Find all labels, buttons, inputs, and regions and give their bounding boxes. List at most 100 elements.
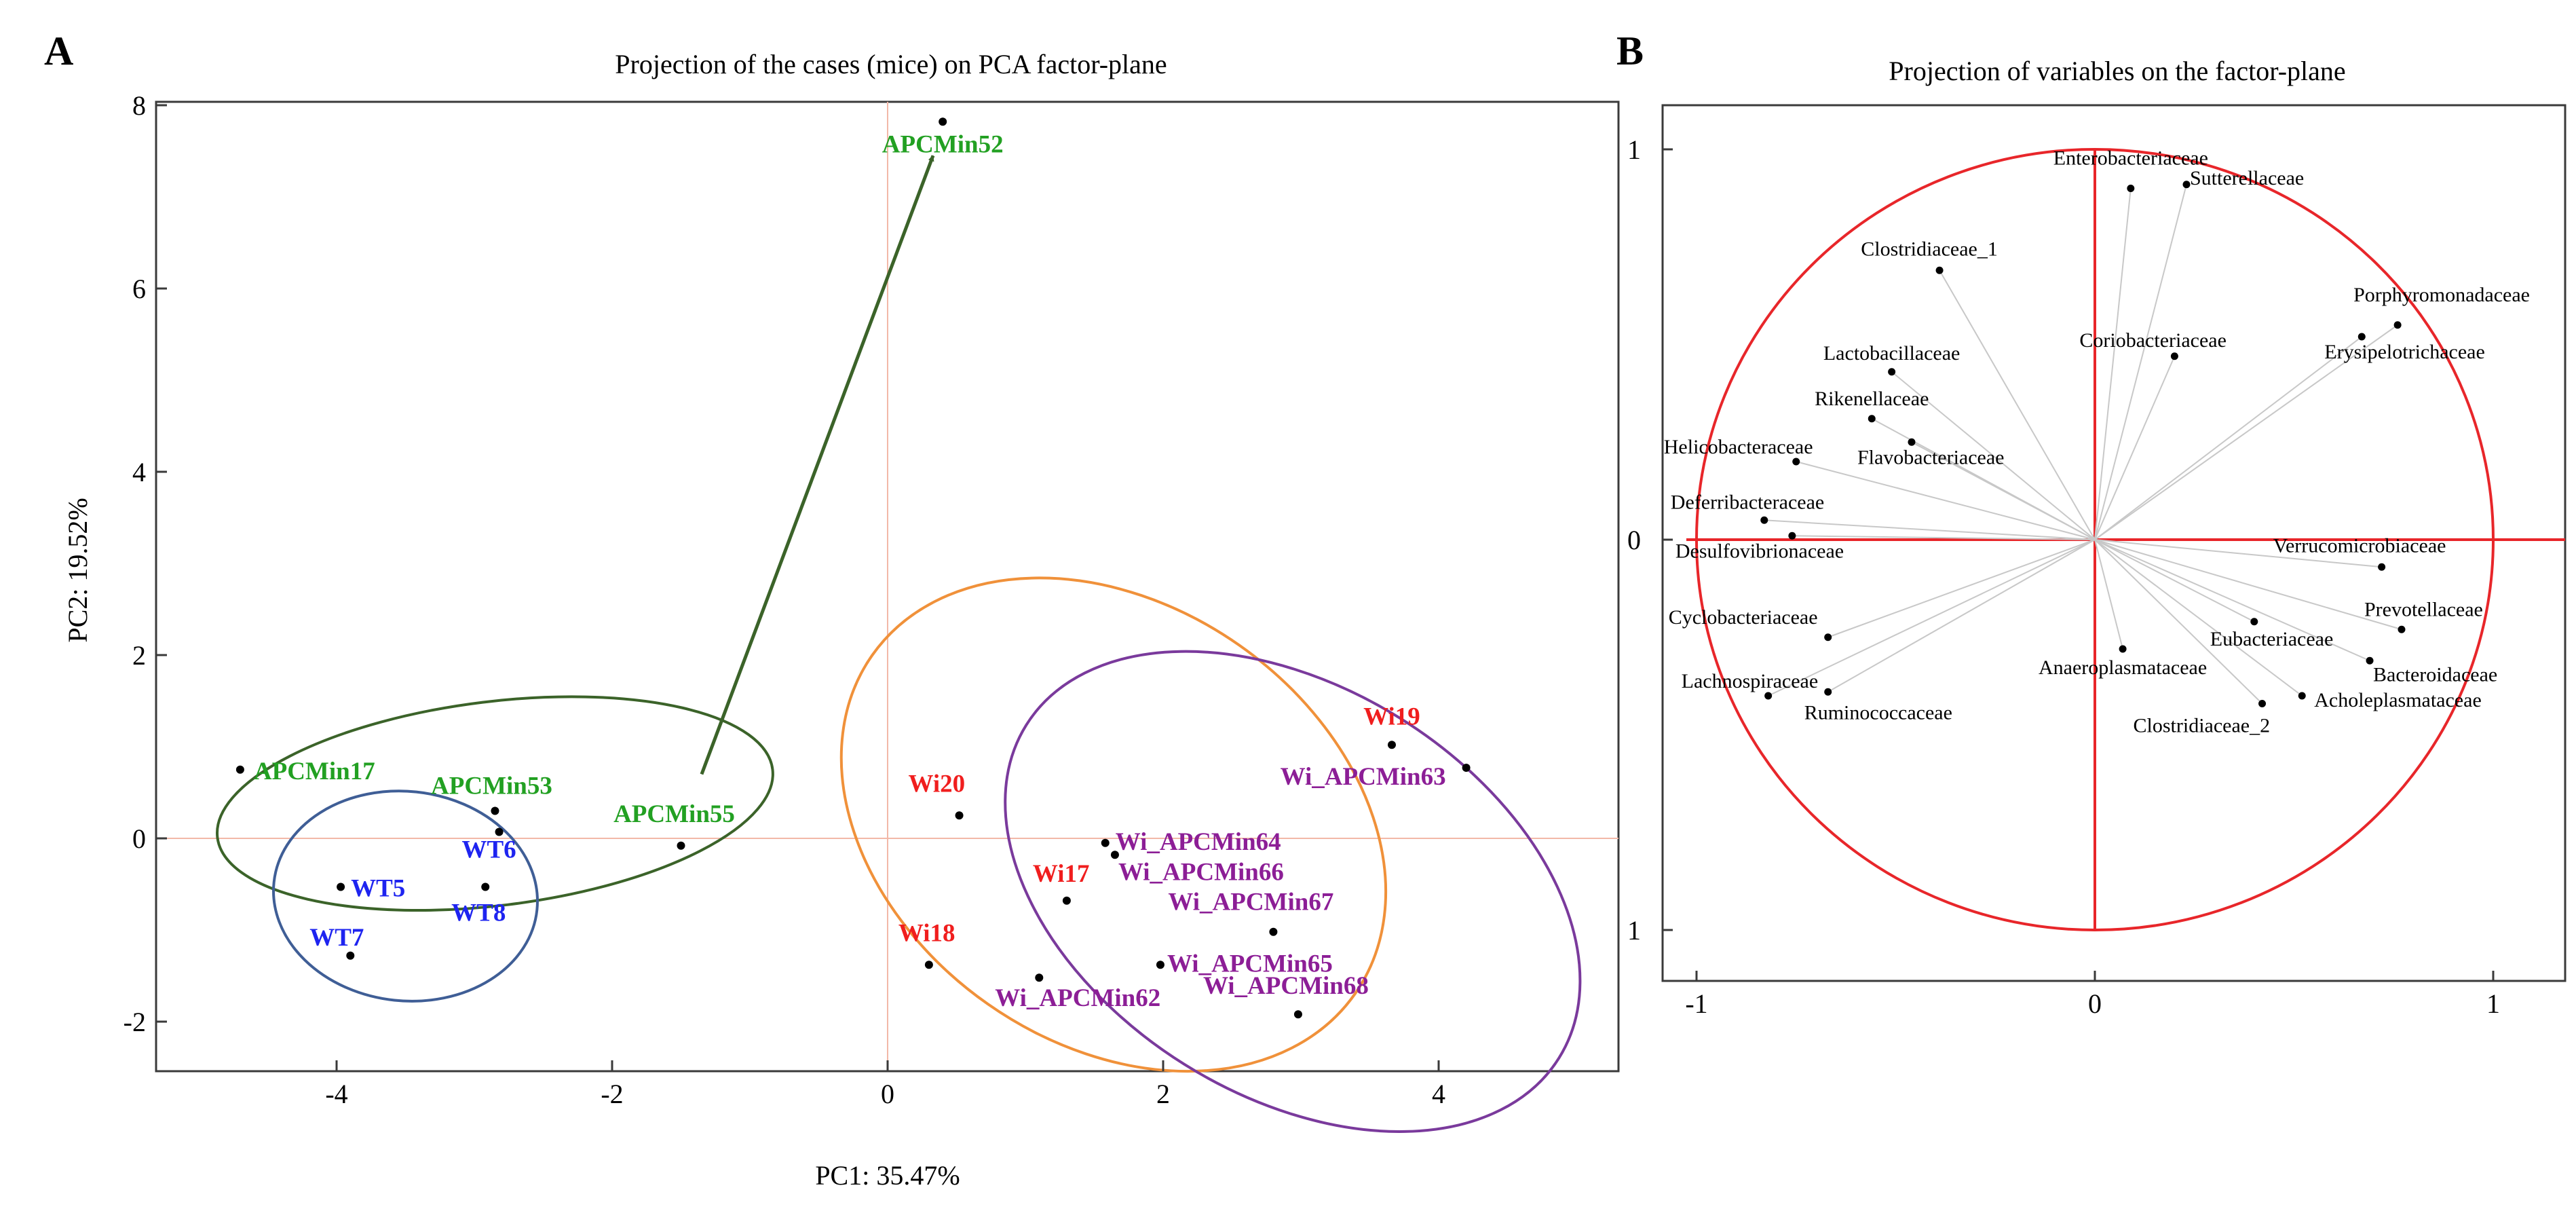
variable-label-lachnospiraceae: Lachnospiraceae xyxy=(1682,670,1819,692)
variable-label-clostridiaceae-1: Clostridiaceae_1 xyxy=(1861,238,1998,260)
panel-b-y-ticks: 1 0 1 xyxy=(1627,134,1673,946)
point-label-wt5: WT5 xyxy=(351,875,405,903)
point-label-wt6: WT6 xyxy=(461,836,516,864)
point-apcmin53 xyxy=(491,806,499,815)
panel-b-x-tick-label: 0 xyxy=(2088,988,2102,1019)
variable-point-clostridiaceae-1 xyxy=(1935,266,1944,274)
variable-label-verrucomicrobiaceae: Verrucomicrobiaceae xyxy=(2273,534,2446,557)
variable-label-ruminococcaceae: Ruminococcaceae xyxy=(1804,701,1952,724)
point-label-apcmin53: APCMin53 xyxy=(431,773,552,800)
point-wi20 xyxy=(955,811,964,820)
variable-point-erysipelotrichaceae xyxy=(2357,333,2366,341)
loading-line-sutterellaceae xyxy=(2094,184,2187,540)
point-label-wi-apcmin65: Wi_APCMin65 xyxy=(1167,950,1333,978)
panel-a-y-tick-label: 6 xyxy=(132,274,146,304)
point-label-wi17: Wi17 xyxy=(1033,860,1090,888)
variable-label-eubacteriaceae: Eubacteriaceae xyxy=(2210,628,2334,650)
loading-line-prevotellaceae xyxy=(2094,539,2402,631)
ellipse-wi xyxy=(839,576,1388,1073)
point-wi-apcmin66 xyxy=(1110,851,1119,859)
point-label-wi20: Wi20 xyxy=(909,770,966,798)
variable-point-sutterellaceae xyxy=(2182,181,2191,189)
point-wi-apcmin67 xyxy=(1269,927,1278,936)
loading-line-bacteroidaceae xyxy=(2094,539,2370,662)
point-apcmin52 xyxy=(939,117,947,126)
panel-a-ellipses xyxy=(216,576,1582,1133)
variable-label-prevotellaceae: Prevotellaceae xyxy=(2364,598,2483,620)
panel-a-y-tick-label: 8 xyxy=(132,90,146,121)
loading-line-flavobacteriaceae xyxy=(1911,441,2096,540)
loading-line-porphyromonadaceae xyxy=(2094,324,2398,540)
panel-a-title: Projection of the cases (mice) on PCA fa… xyxy=(615,49,1167,79)
variable-point-acholeplasmataceae xyxy=(2298,692,2306,700)
variable-point-prevotellaceae xyxy=(2398,625,2406,633)
point-label-wi-apcmin66: Wi_APCMin66 xyxy=(1118,858,1284,886)
loading-line-helicobacteraceae xyxy=(1796,461,2096,540)
panel-a-points: APCMin52 APCMin17 APCMin53 APCMin55 WT6 WT5 WT… xyxy=(235,117,1471,1019)
variable-point-coriobacteriaceae xyxy=(2170,352,2178,360)
loading-line-coriobacteriaceae xyxy=(2094,356,2176,540)
variable-label-anaeroplasmataceae: Anaeroplasmataceae xyxy=(2039,656,2207,679)
point-wt8 xyxy=(481,882,490,891)
variable-label-porphyromonadaceae: Porphyromonadaceae xyxy=(2353,284,2530,306)
panel-b-label: B xyxy=(1616,29,1644,73)
variable-label-clostridiaceae-2: Clostridiaceae_2 xyxy=(2134,715,2271,737)
loading-line-enterobacteriaceae xyxy=(2094,188,2132,540)
variable-label-lactobacillaceae: Lactobacillaceae xyxy=(1823,342,1961,365)
variable-point-lactobacillaceae xyxy=(1888,368,1896,376)
point-label-wi19: Wi19 xyxy=(1363,703,1420,730)
panel-a-y-tick-label: 4 xyxy=(132,457,146,487)
point-label-wi18: Wi18 xyxy=(898,919,955,947)
panel-b-x-ticks: -1 0 1 xyxy=(1685,971,2500,1019)
loading-line-eubacteriaceae xyxy=(2094,539,2255,622)
panel-a-x-tick-label: 2 xyxy=(1156,1079,1170,1109)
variable-point-rikenellaceae xyxy=(1868,415,1876,423)
panel-a-y-axis-label: PC2: 19.52% xyxy=(62,498,93,642)
variable-label-flavobacteriaceae: Flavobacteriaceae xyxy=(1857,446,2005,468)
variable-point-deferribacteraceae xyxy=(1760,516,1768,524)
loading-line-acholeplasmataceae xyxy=(2094,539,2303,696)
panel-b-y-tick-label: 0 xyxy=(1627,525,1641,555)
panel-a-label: A xyxy=(44,29,73,73)
point-wi-apcmin64 xyxy=(1101,838,1110,847)
variable-label-bacteroidaceae: Bacteroidaceae xyxy=(2373,663,2497,686)
panel-a-x-tick-label: 0 xyxy=(881,1079,894,1109)
loading-line-desulfovibrionaceae xyxy=(1792,535,2096,540)
variable-point-verrucomicrobiaceae xyxy=(2378,563,2386,571)
loading-line-verrucomicrobiaceae xyxy=(2094,539,2382,568)
point-label-apcmin55: APCMin55 xyxy=(613,800,735,828)
point-label-wt7: WT7 xyxy=(309,924,364,952)
loading-line-lactobacillaceae xyxy=(1891,371,2096,540)
loading-line-ruminococcaceae xyxy=(1827,539,2096,693)
variable-point-clostridiaceae-2 xyxy=(2258,700,2267,707)
point-wi-apcmin68 xyxy=(1293,1010,1302,1019)
panel-b-title: Projection of variables on the factor-pl… xyxy=(1889,56,2345,86)
panel-a-y-tick-label: 0 xyxy=(132,823,146,854)
point-label-wi-apcmin68: Wi_APCMin68 xyxy=(1203,972,1369,1000)
loading-line-erysipelotrichaceae xyxy=(2094,336,2362,540)
variable-label-coriobacteriaceae: Coriobacteriaceae xyxy=(2079,329,2227,352)
panel-a-x-ticks: -4 -2 0 2 4 xyxy=(325,1060,1445,1109)
panel-a-y-ticks: -2 0 2 4 6 8 xyxy=(124,90,167,1037)
variable-label-acholeplasmataceae: Acholeplasmataceae xyxy=(2314,689,2482,711)
panel-b-y-tick-label: 1 xyxy=(1627,134,1641,165)
ellipse-wt xyxy=(272,789,539,1003)
ellipse-apcmin xyxy=(216,695,774,912)
point-label-apcmin17: APCMin17 xyxy=(254,758,375,785)
point-label-wi-apcmin67: Wi_APCMin67 xyxy=(1168,889,1333,916)
panel-a-y-tick-label: -2 xyxy=(124,1007,146,1037)
point-wt5 xyxy=(337,882,345,891)
variable-label-enterobacteriaceae: Enterobacteriaceae xyxy=(2053,147,2208,170)
point-label-apcmin52: APCMin52 xyxy=(882,130,1004,158)
point-wi-apcmin63 xyxy=(1462,764,1471,773)
panel-a-x-axis-label: PC1: 35.47% xyxy=(815,1160,960,1191)
point-wt7 xyxy=(346,951,355,960)
variable-point-eubacteriaceae xyxy=(2250,618,2258,626)
variable-label-desulfovibrionaceae: Desulfovibrionaceae xyxy=(1675,540,1844,562)
variable-point-lachnospiraceae xyxy=(1764,692,1773,700)
point-wi17 xyxy=(1062,896,1071,905)
variable-label-sutterellaceae: Sutterellaceae xyxy=(2190,167,2304,189)
panel-b-plot-frame xyxy=(1661,104,2566,982)
panel-b-unit-circle xyxy=(1686,148,2565,931)
